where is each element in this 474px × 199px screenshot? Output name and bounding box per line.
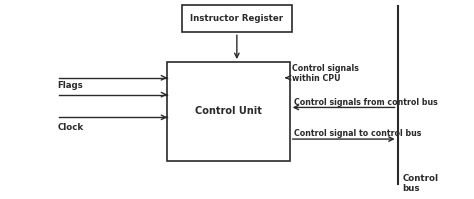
Text: Control signals
within CPU: Control signals within CPU	[292, 64, 359, 83]
Text: Clock: Clock	[57, 123, 84, 132]
Text: Control Unit: Control Unit	[195, 106, 262, 116]
Text: Flags: Flags	[57, 81, 83, 90]
Bar	[182, 5, 292, 32]
Text: Control
bus: Control bus	[402, 174, 438, 193]
Bar	[167, 62, 290, 161]
Text: Control signals from control bus: Control signals from control bus	[294, 98, 438, 106]
Text: Control signal to control bus: Control signal to control bus	[294, 129, 421, 138]
Text: Instructor Register: Instructor Register	[190, 14, 283, 23]
